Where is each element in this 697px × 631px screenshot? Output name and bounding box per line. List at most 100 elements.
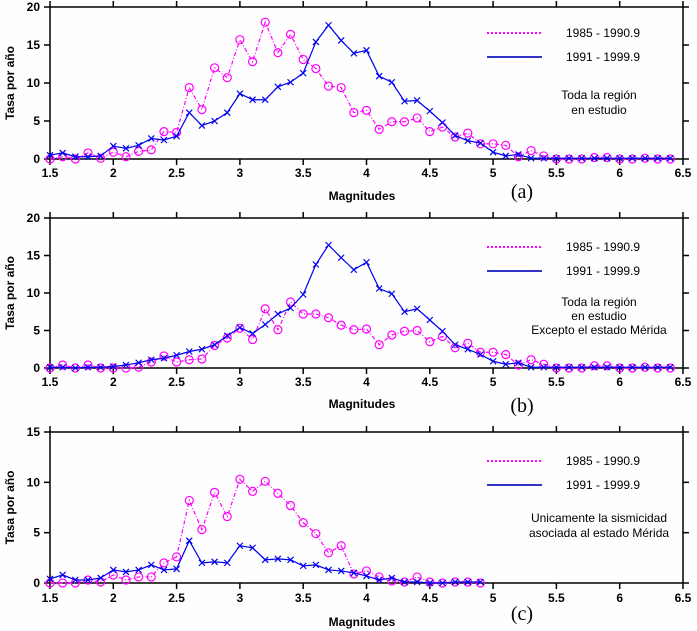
data-point-circle: [197, 525, 207, 535]
data-point-x: [109, 363, 117, 370]
y-tick-label: 10: [27, 475, 41, 489]
data-point-x: [388, 290, 396, 298]
x-tick-label: 4.5: [421, 375, 438, 389]
x-tick-label: 6: [616, 166, 623, 180]
data-point-x: [578, 154, 586, 162]
legend-label: 1985 - 1990.9: [566, 26, 640, 40]
data-point-x: [552, 363, 560, 371]
data-point-x: [590, 363, 598, 371]
x-tick-label: 1.5: [42, 166, 59, 180]
data-point-x: [135, 566, 143, 574]
data-point-circle: [349, 325, 359, 335]
data-point-x: [274, 555, 282, 563]
x-tick-label: 1.5: [42, 591, 59, 605]
x-tick-label: 6.5: [675, 375, 692, 389]
data-point-circle: [551, 154, 562, 164]
data-point-x: [477, 578, 484, 586]
data-point-circle: [387, 117, 397, 127]
data-point-x: [173, 351, 181, 359]
data-point-circle: [361, 324, 372, 334]
panel-b: 1.5 2 2.5 3 3.5 4 4.5 5 5.5 6 6.5 0 5 10 15 20 Magnitude…: [3, 211, 692, 417]
x-tick-label: 5.5: [548, 375, 565, 389]
data-point-x: [337, 254, 345, 262]
x-tick-label: 2.5: [168, 166, 185, 180]
data-point-circle: [121, 363, 131, 373]
data-point-circle: [298, 54, 308, 65]
data-point-x: [299, 291, 307, 298]
data-point-circle: [374, 124, 384, 134]
data-point-x: [71, 576, 79, 584]
data-point-x: [198, 122, 206, 129]
data-point-circle: [159, 351, 169, 361]
data-point-circle: [285, 297, 296, 307]
data-point-circle: [260, 476, 270, 486]
y-tick-label: 10: [27, 76, 41, 90]
y-tick-label: 5: [33, 526, 40, 540]
data-point-circle: [70, 578, 80, 588]
panel-label: (c): [511, 603, 533, 625]
data-point-x: [312, 38, 320, 46]
data-point-circle: [526, 146, 536, 156]
data-point-x: [451, 578, 459, 586]
panel-annotation: en estudio: [571, 309, 627, 323]
data-point-circle: [665, 363, 675, 373]
data-point-circle: [323, 313, 334, 323]
data-point-circle: [311, 309, 321, 319]
legend-label: 1985 - 1990.9: [566, 454, 640, 468]
series-line-0: [49, 300, 671, 369]
data-point-x: [401, 578, 408, 586]
data-point-x: [274, 83, 282, 91]
data-point-circle: [374, 572, 384, 582]
data-point-circle: [399, 117, 410, 127]
data-point-circle: [108, 363, 118, 373]
data-point-x: [84, 153, 92, 161]
x-tick-label: 2: [110, 166, 117, 180]
data-point-x: [122, 144, 130, 152]
data-point-circle: [653, 363, 663, 373]
y-axis-label: Tasa por año: [3, 46, 17, 120]
data-point-x: [223, 332, 231, 340]
data-point-x: [527, 363, 535, 371]
data-point-circle: [539, 151, 549, 161]
data-point-circle: [615, 154, 625, 164]
data-point-x: [147, 561, 155, 569]
data-point-x: [451, 132, 459, 139]
data-point-x: [46, 151, 54, 159]
data-point-x: [122, 568, 130, 576]
panel-label: (a): [511, 181, 533, 203]
data-point-circle: [361, 566, 372, 576]
data-point-x: [439, 119, 446, 126]
data-point-circle: [108, 570, 118, 580]
x-tick-label: 4: [363, 591, 370, 605]
data-point-circle: [551, 363, 562, 373]
data-point-x: [514, 359, 522, 367]
x-tick-label: 5: [490, 375, 497, 389]
data-point-circle: [513, 360, 524, 370]
series-line-1: [50, 244, 671, 369]
panel-a: 1.5 2 2.5 3 3.5 4 4.5 5 5.5 6 6.5 0 5 10 15 20 Magnitude…: [3, 0, 692, 203]
data-point-circle: [184, 355, 194, 365]
data-point-x: [261, 321, 269, 328]
data-point-circle: [273, 488, 283, 499]
data-point-circle: [146, 145, 156, 155]
data-point-circle: [311, 63, 321, 74]
data-point-x: [426, 579, 434, 587]
data-point-x: [603, 154, 611, 162]
data-point-x: [565, 154, 573, 162]
data-point-x: [464, 137, 472, 145]
panel-annotation: asociada al estado Mérida: [529, 526, 669, 540]
data-point-circle: [577, 363, 587, 373]
data-point-circle: [627, 154, 637, 164]
data-point-circle: [501, 349, 511, 360]
data-point-circle: [260, 304, 270, 314]
data-point-x: [464, 345, 472, 353]
data-point-x: [287, 78, 294, 86]
data-point-x: [236, 542, 244, 550]
data-point-x: [388, 574, 396, 582]
data-point-x: [401, 308, 408, 316]
data-point-circle: [336, 320, 346, 330]
y-axis-label: Tasa por año: [3, 256, 17, 330]
data-point-circle: [513, 152, 524, 162]
x-tick-label: 3.5: [295, 166, 312, 180]
data-point-circle: [387, 576, 397, 586]
